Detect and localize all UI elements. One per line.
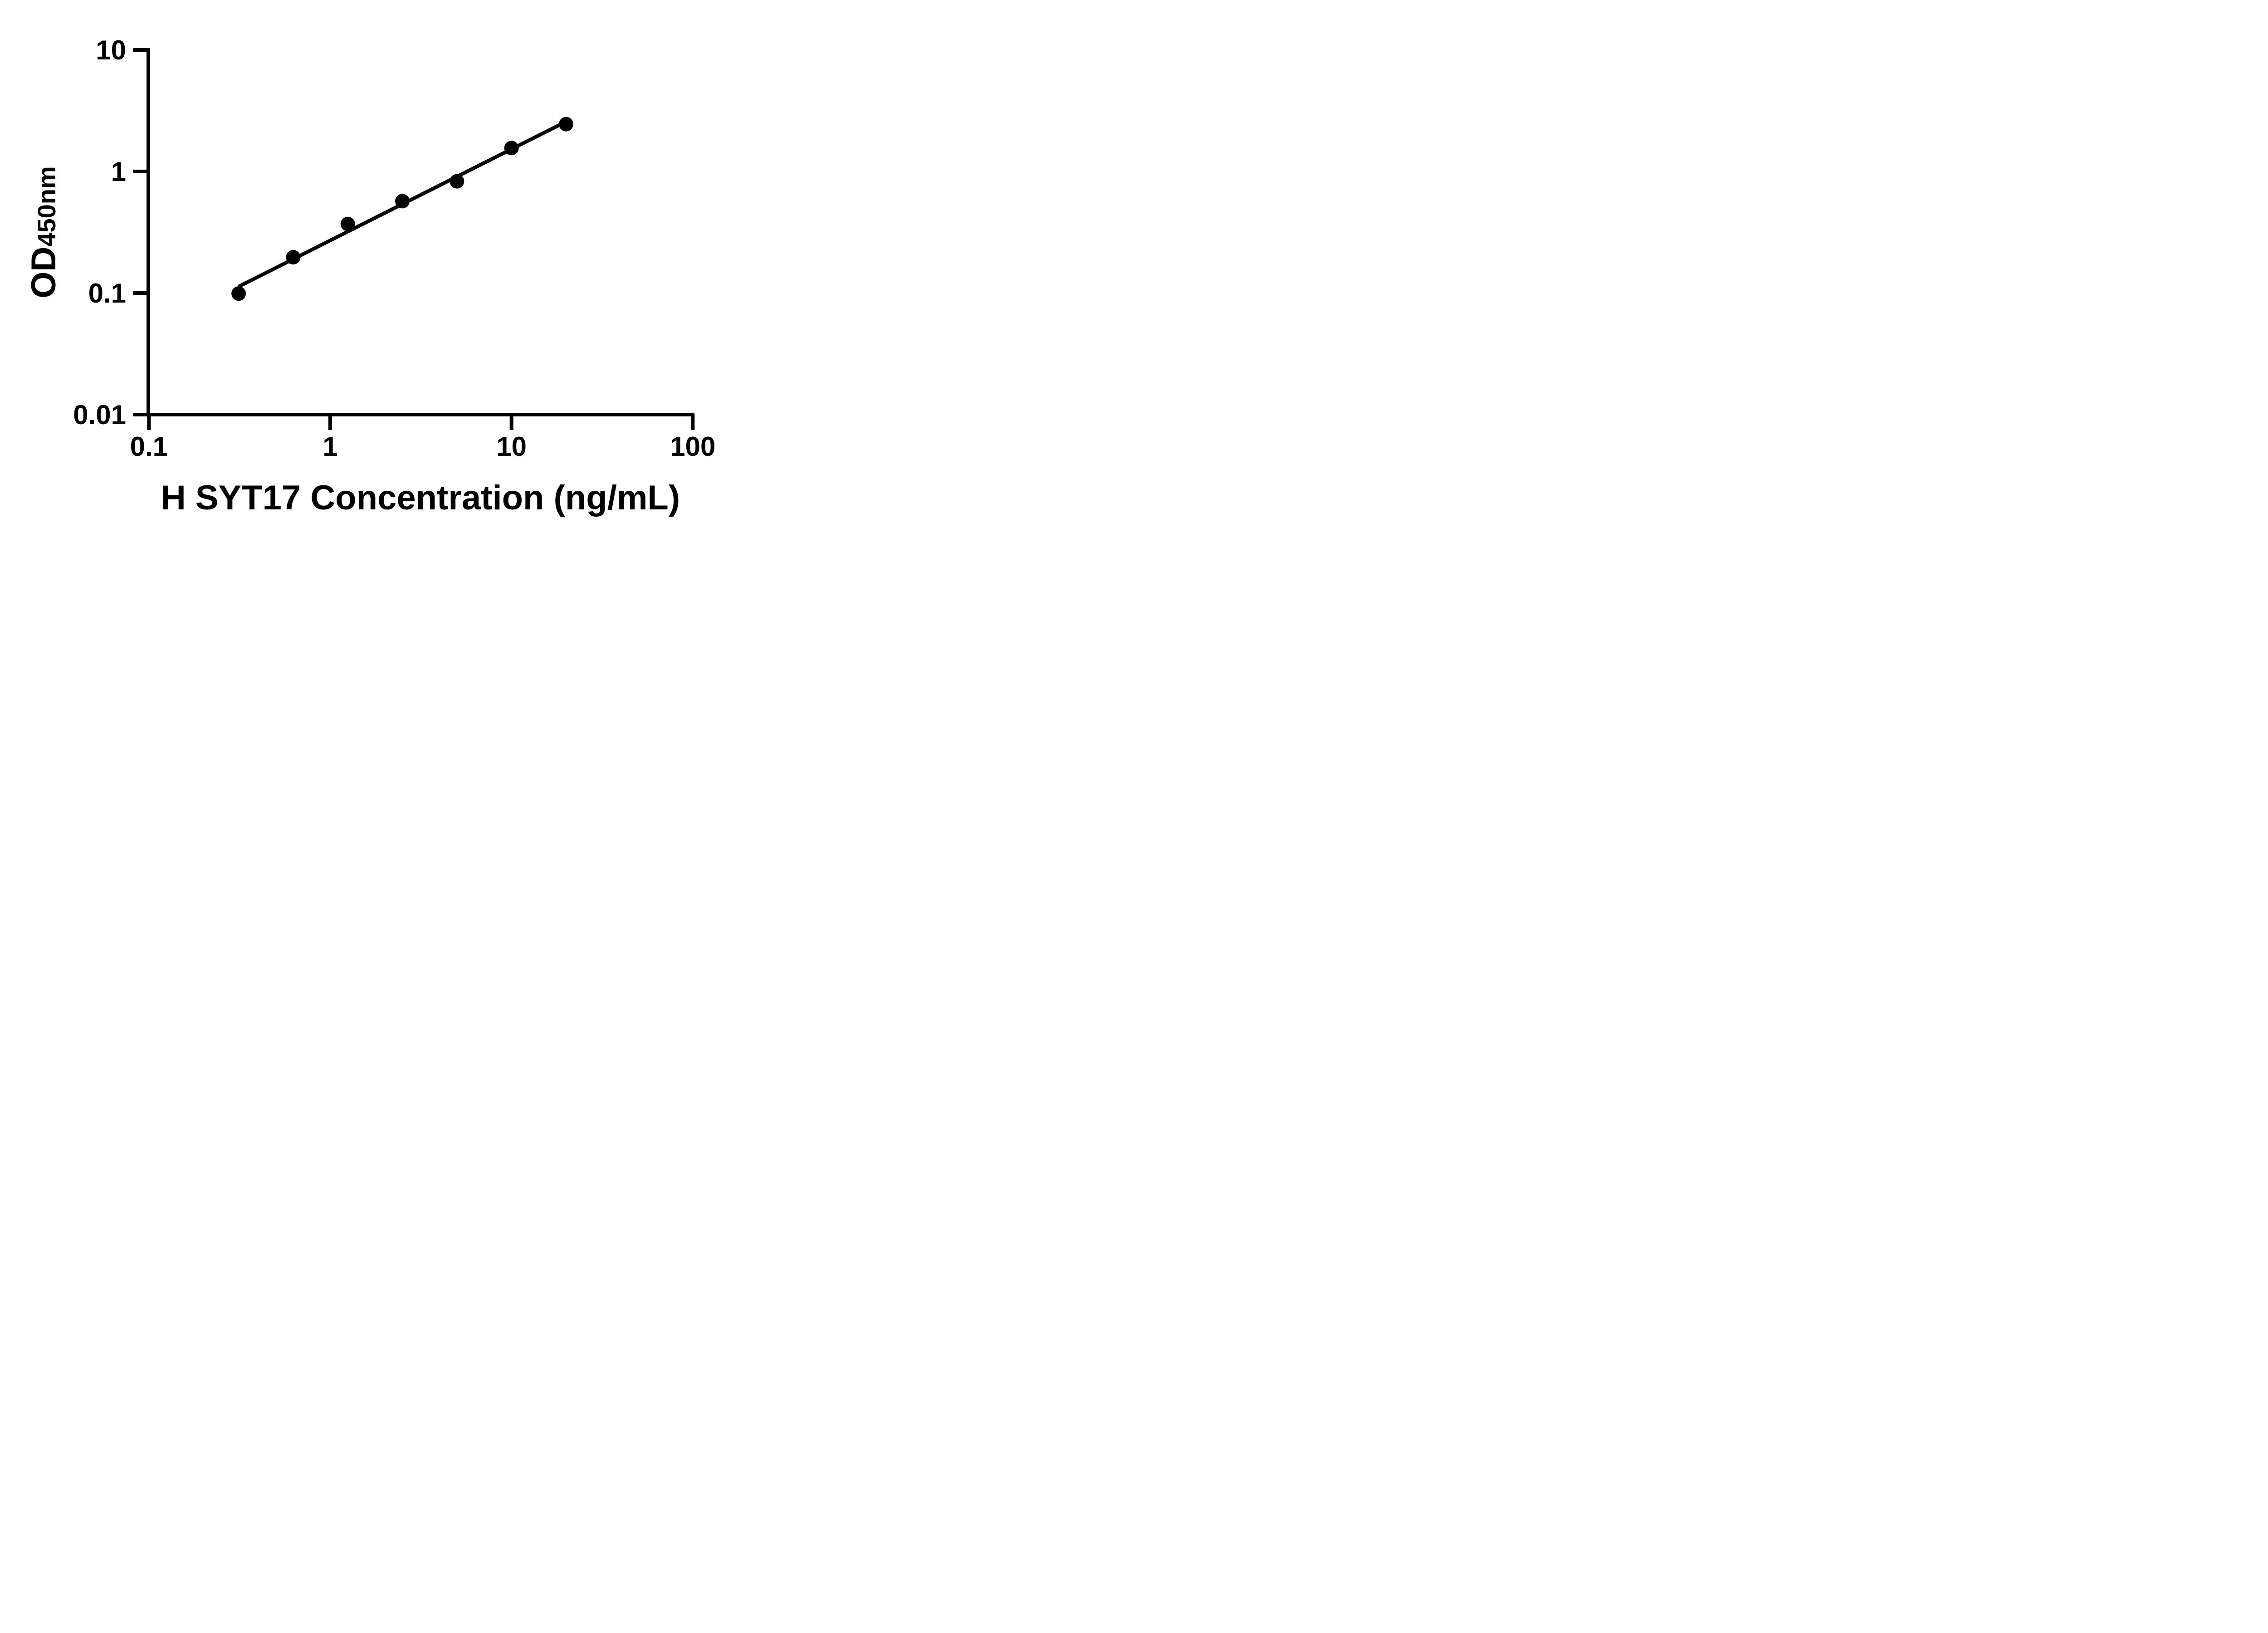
data-point-marker bbox=[286, 250, 301, 265]
data-point-marker bbox=[558, 117, 573, 132]
x-axis-line bbox=[147, 413, 694, 416]
data-point-marker bbox=[450, 174, 464, 189]
y-tick-mark bbox=[133, 170, 148, 173]
x-tick-label: 1 bbox=[323, 431, 338, 462]
x-tick-mark bbox=[328, 415, 332, 430]
y-tick-mark bbox=[133, 413, 148, 416]
y-tick-label: 10 bbox=[96, 35, 126, 65]
plot-canvas bbox=[133, 48, 695, 430]
x-tick-label: 100 bbox=[670, 431, 716, 462]
x-tick-mark bbox=[147, 415, 151, 430]
y-tick-label: 1 bbox=[111, 156, 126, 187]
y-tick-mark bbox=[133, 48, 148, 52]
y-tick-mark bbox=[133, 291, 148, 295]
elisa-standard-curve-figure: OD450nm H SYT17 Concentration (ng/mL) 10… bbox=[0, 0, 776, 544]
y-tick-label: 0.01 bbox=[73, 400, 126, 430]
x-tick-label: 0.1 bbox=[130, 431, 168, 462]
x-tick-mark bbox=[691, 415, 695, 430]
data-point-marker bbox=[231, 286, 246, 301]
x-tick-mark bbox=[509, 415, 513, 430]
y-tick-label: 0.1 bbox=[88, 278, 126, 308]
data-point-marker bbox=[395, 194, 410, 209]
y-axis-line bbox=[147, 48, 150, 415]
x-axis-title: H SYT17 Concentration (ng/mL) bbox=[161, 479, 680, 517]
y-axis-title: OD450nm bbox=[24, 166, 65, 298]
data-point-marker bbox=[504, 141, 519, 156]
x-tick-label: 10 bbox=[496, 431, 527, 462]
data-point-marker bbox=[340, 216, 355, 231]
